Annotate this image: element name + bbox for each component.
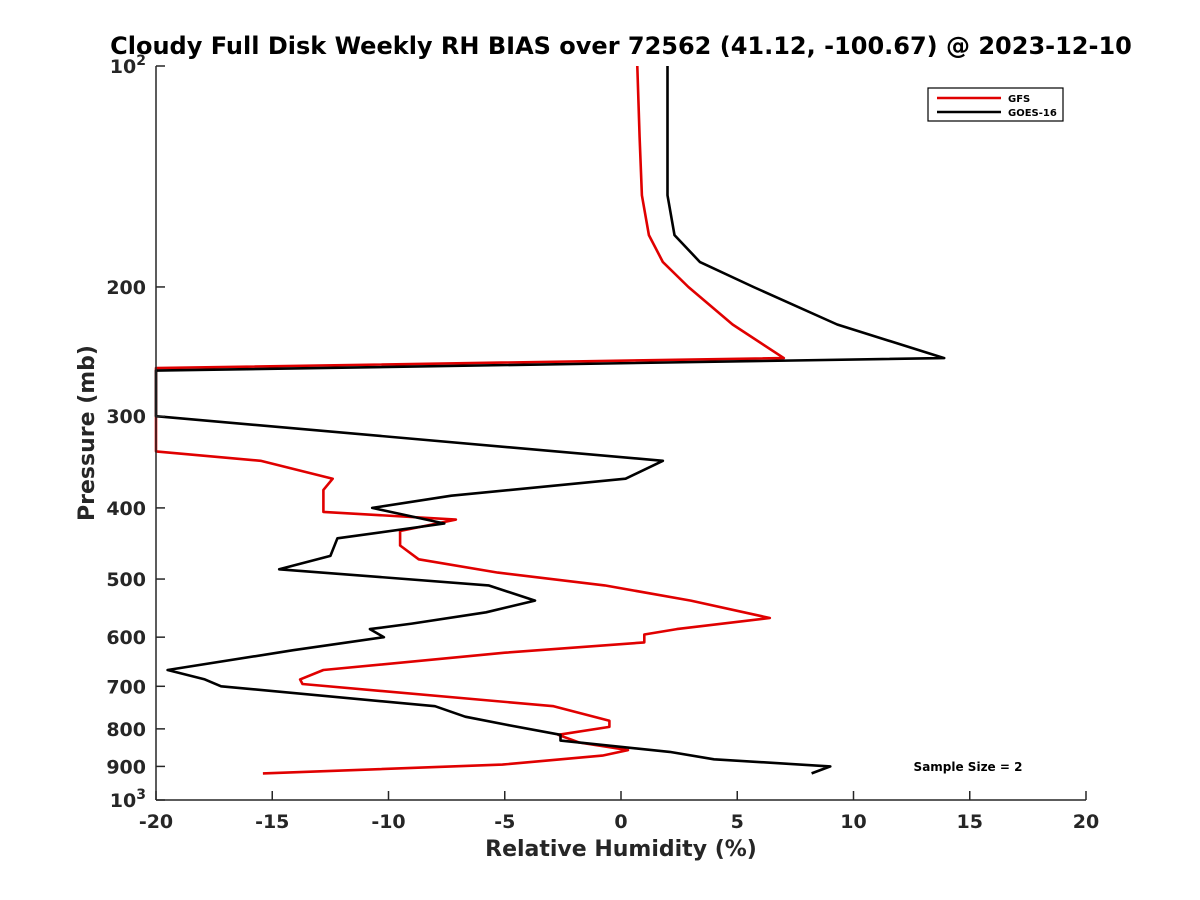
legend: GFS GOES-16 bbox=[927, 87, 1064, 122]
legend-label-gfs: GFS bbox=[1008, 94, 1030, 105]
x-tick-label: -10 bbox=[371, 811, 405, 833]
y-tick-label: 600 bbox=[106, 627, 146, 649]
y-axis-label: Pressure (mb) bbox=[75, 345, 100, 521]
x-tick-label: 10 bbox=[840, 811, 866, 833]
y-tick-label: 103 bbox=[110, 787, 146, 812]
y-tick-label: 400 bbox=[106, 498, 146, 520]
x-tick-label: -5 bbox=[494, 811, 515, 833]
series-line-gfs bbox=[154, 65, 786, 775]
x-tick-label: -20 bbox=[139, 811, 173, 833]
x-axis-label: Relative Humidity (%) bbox=[485, 837, 757, 862]
chart-title: Cloudy Full Disk Weekly RH BIAS over 725… bbox=[110, 32, 1132, 60]
legend-label-goes-16: GOES-16 bbox=[1008, 108, 1057, 119]
legend-box bbox=[927, 87, 1064, 122]
series-line-goes-16 bbox=[154, 66, 946, 775]
y-tick-label: 102 bbox=[110, 53, 146, 78]
x-tick-label: -15 bbox=[255, 811, 289, 833]
y-tick-label: 300 bbox=[106, 406, 146, 428]
x-tick-label: 20 bbox=[1073, 811, 1099, 833]
axes-layer: -20 -15 -10 -5 0 5 10 15 20 102 200 300 400 500 600 700… bbox=[106, 53, 1099, 833]
y-tick-label: 200 bbox=[106, 277, 146, 299]
series-layer bbox=[154, 65, 946, 775]
x-tick-label: 15 bbox=[957, 811, 983, 833]
x-tick-label: 5 bbox=[731, 811, 744, 833]
y-tick-label: 700 bbox=[106, 676, 146, 698]
y-tick-label: 500 bbox=[106, 569, 146, 591]
y-tick-label: 800 bbox=[106, 719, 146, 741]
sample-size-annotation: Sample Size = 2 bbox=[914, 760, 1023, 774]
y-tick-label: 900 bbox=[106, 756, 146, 778]
x-tick-label: 0 bbox=[614, 811, 627, 833]
